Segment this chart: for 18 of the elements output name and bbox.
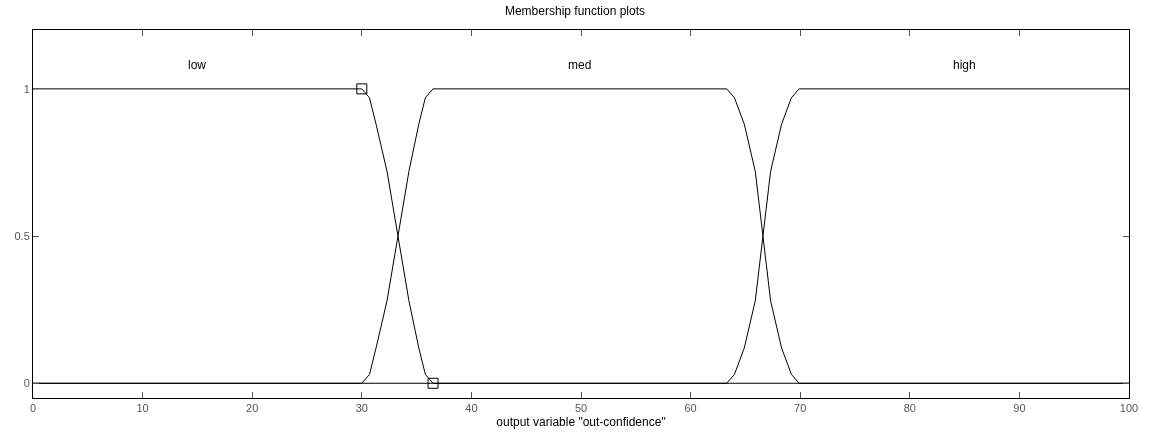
series-label: med (568, 58, 592, 72)
x-tick-label: 20 (246, 402, 259, 415)
y-tick-label: 1 (23, 82, 30, 95)
series-label: low (188, 58, 207, 72)
x-tick-label: 50 (574, 402, 588, 415)
x-tick-label: 30 (355, 402, 368, 415)
x-tick-label: 100 (1119, 402, 1139, 415)
x-tick-label: 80 (903, 402, 916, 415)
chart-title: Membership function plots (504, 4, 646, 18)
x-tick-label: 70 (794, 402, 807, 415)
x-tick-label: 10 (136, 402, 149, 415)
x-tick-label: 40 (465, 402, 478, 415)
y-tick-label: 0 (23, 377, 30, 390)
x-axis-title: output variable "out-confidence" (496, 415, 666, 430)
x-tick-label: 90 (1013, 402, 1026, 415)
series-label: high (953, 58, 976, 72)
x-tick-label: 60 (684, 402, 697, 415)
y-tick-label: 0.5 (14, 229, 30, 242)
